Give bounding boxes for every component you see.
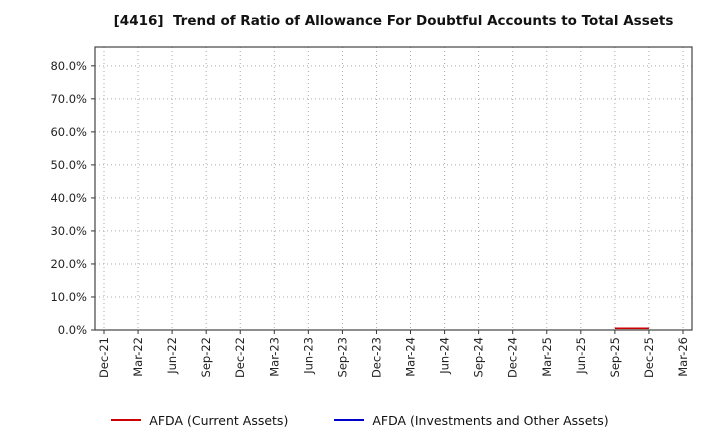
x-tick-label: Mar-25 — [540, 337, 554, 377]
x-tick-label: Mar-23 — [267, 337, 281, 377]
x-tick-label: Sep-25 — [608, 337, 622, 377]
y-tick-label: 60.0% — [50, 125, 87, 139]
legend: AFDA (Current Assets) AFDA (Investments … — [0, 407, 720, 433]
y-tick-label: 50.0% — [50, 158, 87, 172]
x-tick-label: Dec-22 — [233, 337, 247, 378]
legend-label-afda-investments: AFDA (Investments and Other Assets) — [372, 412, 609, 428]
legend-item-afda-current: AFDA (Current Assets) — [111, 413, 288, 428]
y-tick-label: 40.0% — [50, 191, 87, 205]
y-tick-label: 0.0% — [58, 323, 87, 337]
legend-line-red — [111, 419, 142, 421]
x-tick-label: Sep-22 — [199, 337, 213, 377]
x-tick-label: Mar-22 — [131, 337, 145, 377]
x-tick-label: Jun-23 — [301, 337, 315, 375]
x-tick-label: Sep-24 — [472, 337, 486, 377]
x-tick-label: Mar-26 — [676, 337, 690, 377]
y-tick-label: 80.0% — [50, 59, 87, 73]
x-tick-label: Mar-24 — [404, 337, 418, 377]
legend-line-blue — [334, 419, 365, 421]
y-tick-label: 70.0% — [50, 92, 87, 106]
x-tick-label: Dec-23 — [369, 337, 383, 378]
y-tick-label: 20.0% — [50, 257, 87, 271]
legend-label-afda-current: AFDA (Current Assets) — [149, 412, 289, 428]
y-tick-label: 10.0% — [50, 290, 87, 304]
x-tick-label: Dec-24 — [506, 337, 520, 378]
x-tick-label: Jun-24 — [438, 337, 452, 375]
x-tick-label: Jun-25 — [574, 337, 588, 375]
y-tick-label: 30.0% — [50, 224, 87, 238]
x-tick-label: Dec-25 — [642, 337, 656, 378]
x-tick-label: Jun-22 — [165, 337, 179, 375]
x-tick-label: Sep-23 — [335, 337, 349, 377]
chart-title: [4416] Trend of Ratio of Allowance For D… — [113, 13, 674, 29]
x-tick-label: Dec-21 — [97, 337, 111, 378]
legend-item-afda-investments: AFDA (Investments and Other Assets) — [334, 412, 609, 428]
